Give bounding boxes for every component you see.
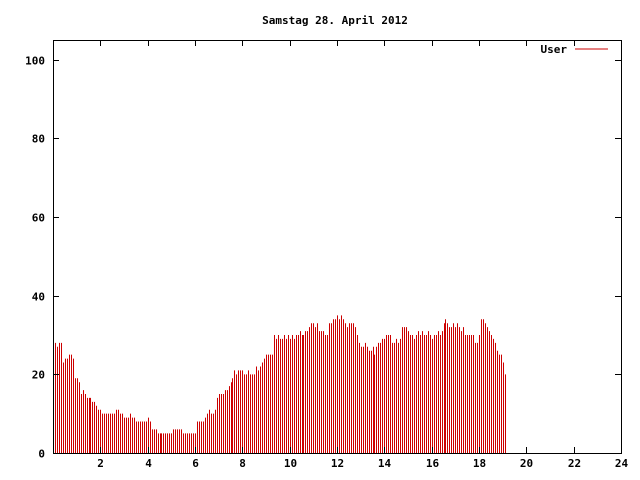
x-tick-label: 2 bbox=[97, 457, 104, 470]
x-tick-label: 8 bbox=[239, 457, 246, 470]
x-tick-label: 16 bbox=[426, 457, 440, 470]
y-tick-label: 80 bbox=[32, 133, 45, 146]
x-tick-label: 12 bbox=[331, 457, 344, 470]
x-tick-label: 18 bbox=[473, 457, 486, 470]
legend-label: User bbox=[541, 43, 568, 56]
y-tick-label: 0 bbox=[38, 448, 45, 461]
x-tick-label: 6 bbox=[192, 457, 199, 470]
chart-title: Samstag 28. April 2012 bbox=[262, 14, 408, 27]
x-tick-label: 20 bbox=[520, 457, 533, 470]
legend: User bbox=[541, 43, 608, 56]
y-tick-label: 60 bbox=[32, 212, 45, 225]
x-tick-label: 4 bbox=[145, 457, 152, 470]
x-tick-label: 24 bbox=[615, 457, 629, 470]
x-tick-label: 22 bbox=[568, 457, 581, 470]
bar-series bbox=[53, 315, 506, 453]
y-tick-label: 100 bbox=[25, 55, 45, 68]
x-tick-label: 14 bbox=[378, 457, 392, 470]
x-tick-label: 10 bbox=[284, 457, 297, 470]
y-tick-label: 20 bbox=[32, 369, 45, 382]
y-tick-label: 40 bbox=[32, 291, 45, 304]
